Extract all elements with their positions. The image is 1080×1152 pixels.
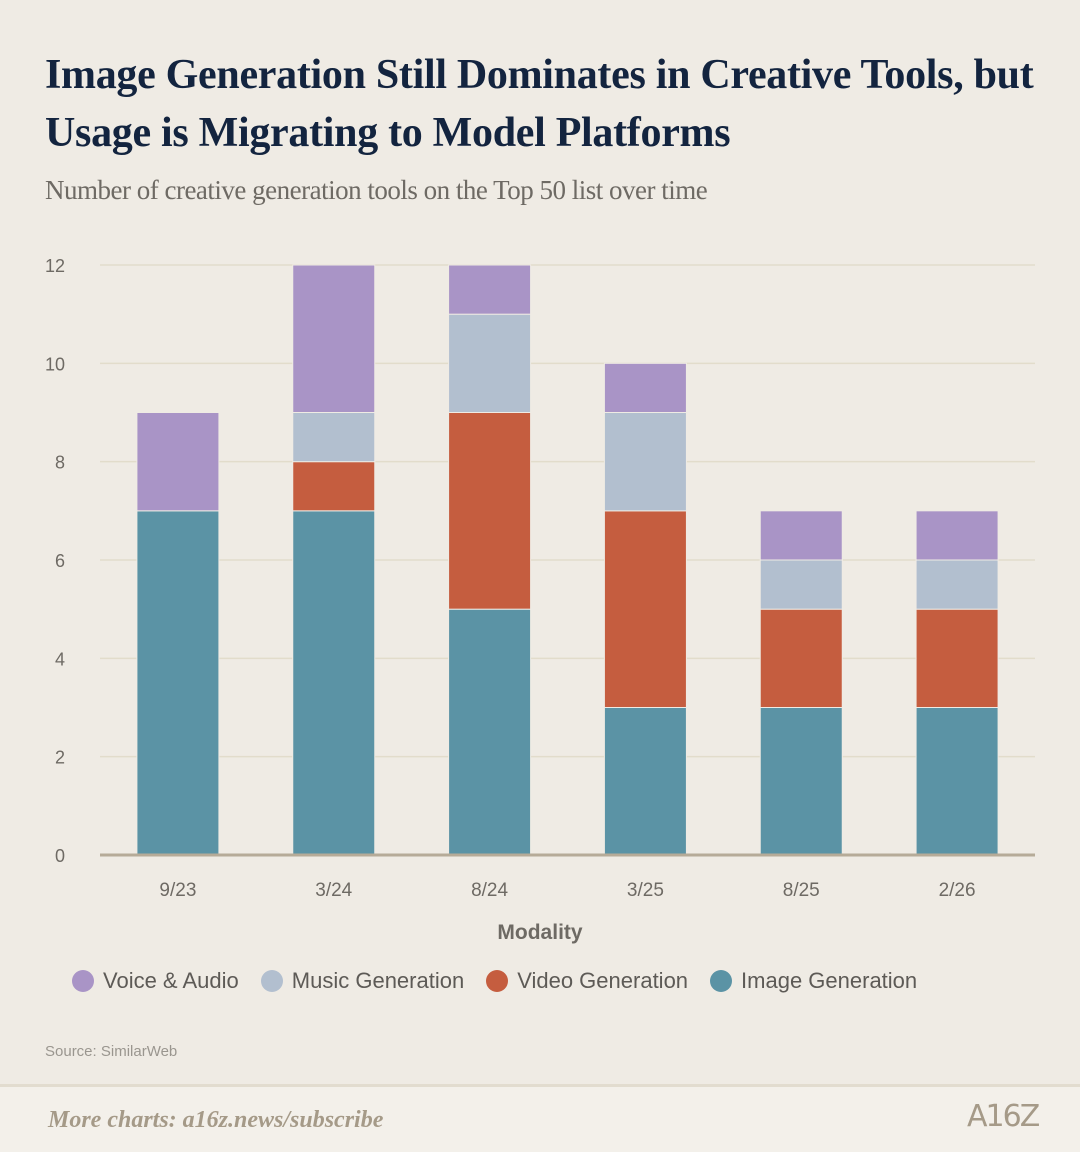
- bar-segment-image-generation: [603, 707, 687, 856]
- legend-swatch: [486, 970, 509, 992]
- bar-segment-video-generation: [759, 608, 843, 709]
- x-tick-label: 2/26: [939, 880, 976, 901]
- legend-label: Video Generation: [517, 968, 689, 993]
- bar-segment-music-generation: [915, 559, 999, 610]
- y-tick-label: 0: [55, 846, 65, 866]
- bar-segment-voice-audio: [759, 510, 843, 561]
- x-tick-label: 3/24: [315, 880, 352, 901]
- legend-label: Voice & Audio: [103, 968, 239, 993]
- bar-segment-video-generation: [915, 608, 999, 709]
- a16z-logo: A16Z: [967, 1099, 1040, 1134]
- bar-segment-music-generation: [603, 412, 687, 512]
- x-tick-label: 8/25: [783, 880, 820, 901]
- bar-segment-voice-audio: [292, 264, 376, 413]
- bar-segment-video-generation: [292, 461, 376, 512]
- bar-segment-voice-audio: [915, 510, 999, 561]
- bar-segment-voice-audio: [448, 264, 532, 315]
- bar-segment-music-generation: [448, 313, 532, 413]
- bar-segment-image-generation: [448, 608, 532, 856]
- legend-item: Music Generation: [260, 968, 465, 994]
- bar-segment-image-generation: [759, 707, 843, 856]
- legend-item: Video Generation: [486, 968, 688, 994]
- bar-segment-voice-audio: [603, 362, 687, 414]
- bar-segment-video-generation: [448, 412, 532, 610]
- y-tick-label: 2: [55, 748, 65, 768]
- bar-segment-music-generation: [759, 559, 843, 610]
- bar-segment-image-generation: [915, 707, 999, 856]
- y-tick-label: 8: [55, 453, 65, 473]
- bar-segment-image-generation: [136, 510, 220, 856]
- x-tick-label: 9/23: [159, 880, 196, 901]
- chart-subtitle: Number of creative generation tools on t…: [45, 175, 708, 205]
- chart-title: Image Generation Still Dominates in Crea…: [45, 52, 1034, 156]
- x-tick-label: 8/24: [471, 880, 508, 901]
- legend: Voice & Audio Music Generation Video Gener…: [72, 968, 917, 994]
- legend-item: Voice & Audio: [72, 968, 239, 994]
- stacked-bar-chart: 0 2 4 6 8 10 12 9/23 3/24 8/24 3/25 8/25 2/26 Modalit…: [45, 256, 1035, 944]
- source-note: Source: SimilarWeb: [45, 1043, 178, 1060]
- bar-segment-voice-audio: [136, 412, 220, 512]
- bar-segment-image-generation: [292, 510, 376, 856]
- legend-item: Image Generation: [710, 968, 917, 994]
- y-tick-label: 12: [45, 256, 65, 276]
- legend-label: Music Generation: [291, 968, 465, 993]
- legend-swatch: [710, 970, 733, 992]
- bar-segment-video-generation: [603, 510, 687, 709]
- header: Image Generation Still Dominates in Crea…: [45, 46, 1070, 206]
- subscribe-link[interactable]: More charts: a16z.news/subscribe: [48, 1107, 384, 1133]
- y-tick-label: 10: [45, 354, 65, 374]
- y-tick-label: 4: [55, 649, 65, 669]
- x-tick-label: 3/25: [627, 880, 664, 901]
- y-tick-label: 6: [55, 551, 65, 571]
- legend-label: Image Generation: [741, 968, 918, 993]
- legend-swatch: [260, 970, 283, 992]
- x-axis-label: Modality: [497, 921, 582, 944]
- bar-segment-music-generation: [292, 412, 376, 463]
- legend-swatch: [72, 970, 94, 992]
- footer: More charts: a16z.news/subscribe A16Z: [0, 1084, 1080, 1152]
